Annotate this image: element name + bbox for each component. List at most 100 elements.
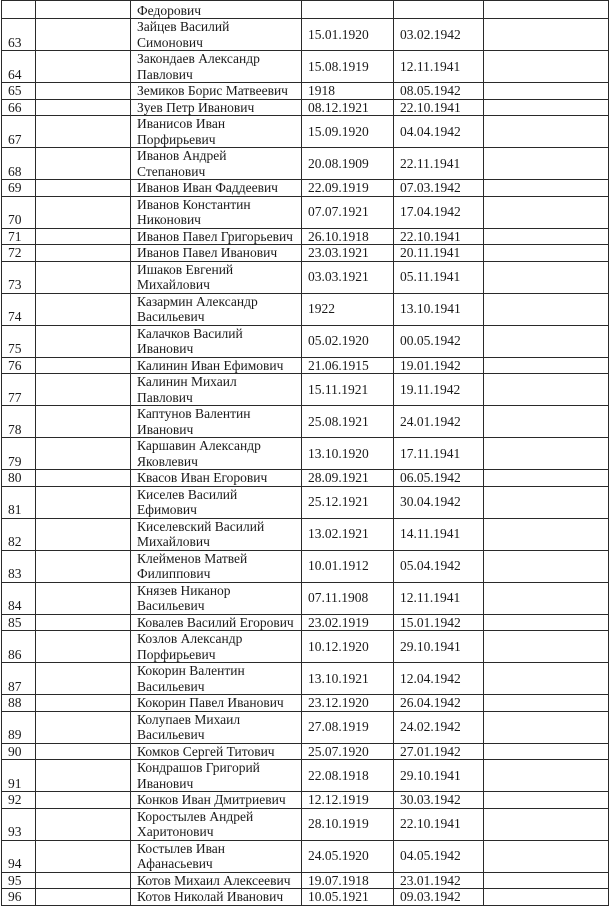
birth-date-cell: 25.12.1921 — [301, 485, 394, 519]
notes-cell — [483, 807, 609, 841]
empty-cell — [35, 356, 131, 374]
empty-cell — [35, 485, 131, 519]
empty-cell — [35, 662, 131, 695]
notes-cell — [483, 195, 609, 229]
empty-cell — [35, 260, 131, 294]
death-date-cell: 00.05.1942 — [393, 324, 484, 358]
empty-cell — [35, 147, 131, 180]
table-row: 76 Калинин Иван Ефимович 21.06.1915 19.01.1… — [1, 356, 609, 374]
table-row: 94 Костылев Иван Афанасьевич 24.05.1920 04.0… — [1, 839, 609, 873]
name-line: Котов Михаил Алексеевич — [137, 872, 291, 888]
birth-date-cell: 1918 — [301, 82, 394, 100]
name-line: Васильевич — [137, 727, 205, 742]
number-cell: 89 — [1, 710, 36, 744]
number-cell: 76 — [1, 356, 36, 374]
number-cell: 83 — [1, 549, 36, 583]
name-line: Котов Николай Иванович — [137, 889, 284, 904]
empty-cell — [35, 549, 131, 583]
name-line: Закондаев Александр — [137, 51, 260, 67]
name-line: Киселев Василий — [137, 486, 238, 502]
birth-date-cell: 15.11.1921 — [301, 373, 394, 406]
number-cell: 87 — [1, 662, 36, 695]
name-line: Зайцев Василий — [137, 19, 230, 35]
table-row: 79 Каршавин Александр Яковлевич 13.10.1920 1… — [1, 437, 609, 470]
birth-date-cell: 21.06.1915 — [301, 356, 394, 374]
birth-date-cell: 23.12.1920 — [301, 694, 394, 712]
birth-date-cell: 22.08.1918 — [301, 759, 394, 792]
table-row: 87 Кокорин Валентин Васильевич 13.10.1921 12… — [1, 662, 609, 695]
name-line: Колупаев Михаил — [137, 711, 241, 727]
name-line: Порфирьевич — [137, 131, 216, 147]
table-row: 93 Коростылев Андрей Харитонович 28.10.1919… — [1, 807, 609, 841]
name-cell: Киселев Василий Ефимович — [130, 485, 302, 519]
empty-cell — [35, 888, 131, 906]
table-row: 81 Киселев Василий Ефимович 25.12.1921 30.04… — [1, 485, 609, 519]
death-date-cell: 14.11.1941 — [393, 517, 484, 551]
birth-date-cell: 23.02.1919 — [301, 613, 394, 631]
table-row: 82 Киселевский Василий Михайлович 13.02.192… — [1, 517, 609, 551]
name-line: Васильевич — [137, 309, 205, 324]
name-line: Клейменов Матвей — [137, 550, 248, 566]
name-line: Иванович — [137, 341, 194, 356]
table-row: 70 Иванов Константин Никонович 07.07.1921 17… — [1, 195, 609, 229]
name-cell: Коростылев Андрей Харитонович — [130, 807, 302, 841]
empty-cell — [35, 405, 131, 438]
empty-cell — [35, 179, 131, 197]
number-cell: 94 — [1, 839, 36, 873]
death-date-cell: 19.01.1942 — [393, 356, 484, 374]
notes-cell — [483, 485, 609, 519]
birth-date-cell: 24.05.1920 — [301, 839, 394, 873]
number-cell: 82 — [1, 517, 36, 551]
number-cell: 80 — [1, 469, 36, 487]
name-cell: Квасов Иван Егорович — [130, 469, 302, 487]
name-cell: Колупаев Михаил Васильевич — [130, 710, 302, 744]
name-cell: Земиков Борис Матвеевич — [130, 82, 302, 100]
name-cell: Закондаев Александр Павлович — [130, 50, 302, 83]
death-date-cell: 20.11.1941 — [393, 244, 484, 262]
notes-cell — [483, 147, 609, 180]
empty-cell — [35, 581, 131, 615]
name-line: Михайлович — [137, 277, 210, 292]
death-date-cell: 30.04.1942 — [393, 485, 484, 519]
name-line: Иванович — [137, 421, 194, 437]
death-date-cell: 29.10.1941 — [393, 759, 484, 792]
death-date-cell: 22.10.1941 — [393, 98, 484, 116]
table-row: 86 Козлов Александр Порфирьевич 10.12.1920 2… — [1, 630, 609, 663]
table-row: 88 Кокорин Павел Иванович 23.12.1920 26.04.… — [1, 694, 609, 712]
death-date-cell: 03.02.1942 — [393, 18, 484, 51]
name-line: Иванисов Иван — [137, 116, 226, 132]
name-cell: Конков Иван Дмитриевич — [130, 791, 302, 809]
notes-cell — [483, 613, 609, 631]
name-line: Иванов Андрей — [137, 148, 227, 164]
name-line: Каптунов Валентин — [137, 406, 251, 422]
table-row: 77 Калинин Михаил Павлович 15.11.1921 19.11.… — [1, 373, 609, 406]
death-date-cell: 09.03.1942 — [393, 888, 484, 906]
number-cell: 84 — [1, 581, 36, 615]
table-row: 73 Ишаков Евгений Михайлович 03.03.1921 05.1… — [1, 260, 609, 294]
empty-cell — [35, 324, 131, 358]
number-cell: 92 — [1, 791, 36, 809]
name-line: Квасов Иван Егорович — [137, 470, 268, 485]
name-line: Ефимович — [137, 502, 197, 517]
notes-cell — [483, 437, 609, 470]
empty-cell — [35, 630, 131, 663]
death-date-cell: 04.05.1942 — [393, 839, 484, 873]
birth-date-cell: 23.03.1921 — [301, 244, 394, 262]
birth-date-cell: 13.10.1921 — [301, 662, 394, 695]
notes-cell — [483, 630, 609, 663]
birth-date-cell: 15.08.1919 — [301, 50, 394, 83]
name-line: Кокорин Павел Иванович — [137, 695, 284, 710]
birth-date-cell: 10.01.1912 — [301, 549, 394, 583]
empty-cell — [35, 759, 131, 792]
notes-cell — [483, 324, 609, 358]
name-cell: Федорович — [130, 0, 302, 19]
number-cell: 73 — [1, 260, 36, 294]
name-cell: Казармин Александр Васильевич — [130, 292, 302, 326]
name-line: Васильевич — [137, 598, 205, 613]
name-cell: Киселевский Василий Михайлович — [130, 517, 302, 551]
notes-cell — [483, 356, 609, 374]
number-cell: 85 — [1, 613, 36, 631]
table-row: 65 Земиков Борис Матвеевич 1918 08.05.1942 — [1, 82, 609, 100]
table-row: 75 Калачков Василий Иванович 05.02.1920 00.0… — [1, 324, 609, 358]
